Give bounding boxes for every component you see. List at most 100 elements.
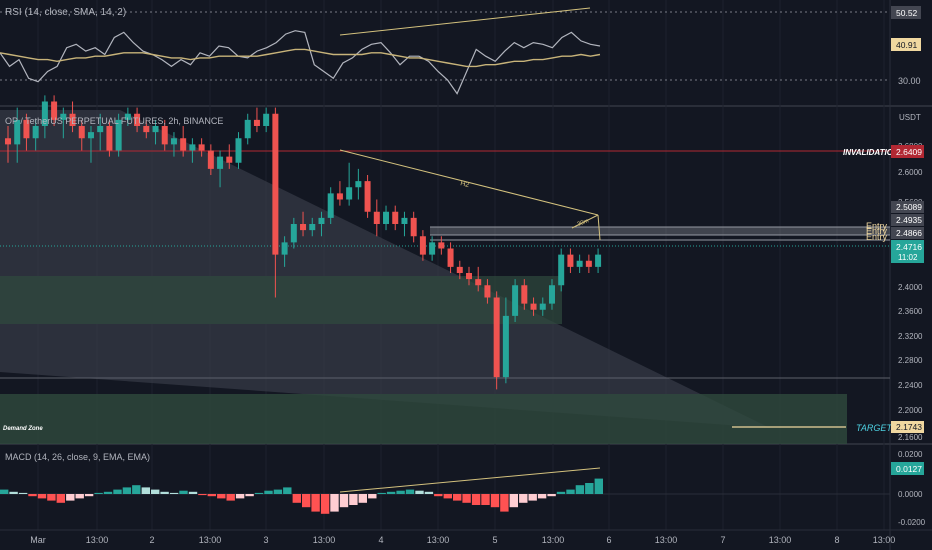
macd-histogram-bar: [264, 490, 273, 494]
entry-label-1: Entry: [866, 221, 888, 231]
macd-histogram-bar: [283, 487, 292, 494]
macd-histogram-bar: [273, 489, 283, 494]
candle-body: [272, 113, 279, 255]
candle-body: [419, 236, 426, 255]
macd-histogram-bar: [386, 491, 396, 494]
macd-histogram-bar: [519, 494, 528, 503]
candle-body: [198, 144, 205, 151]
candle-body: [502, 315, 509, 378]
time-tick-label: 13:00: [873, 535, 896, 545]
30m-trendline: [571, 214, 599, 229]
candle-body: [466, 273, 472, 280]
macd-histogram-bar: [94, 492, 103, 494]
candle-body: [558, 254, 565, 286]
macd-legend[interactable]: MACD (14, 26, close, 9, EMA, EMA): [5, 452, 150, 462]
candle-body: [115, 119, 122, 151]
candle-body: [23, 119, 30, 139]
h2-trendline: [339, 149, 599, 216]
macd-histogram-bar: [509, 494, 518, 508]
macd-divergence-line: [339, 467, 601, 493]
time-tick-label: 13:00: [313, 535, 336, 545]
candle-body: [134, 113, 141, 126]
rsi-sma-badge: [891, 38, 921, 51]
candle-body: [456, 266, 463, 273]
symbol-title[interactable]: OP / TetherUS PERPETUAL FUTURES, 2h, BIN…: [5, 116, 223, 126]
candle-body: [263, 113, 270, 126]
macd-histogram-bar: [141, 487, 150, 494]
macd-histogram-bar: [481, 494, 490, 505]
time-tick-label: Mar: [30, 535, 46, 545]
candle-body: [318, 217, 325, 224]
rsi-value-badge: [891, 6, 921, 19]
demand-zone-box: [0, 394, 847, 444]
macd-histogram-bar: [132, 485, 141, 494]
price-pane[interactable]: H2 30m OP / TetherUS PERPETUAL FUTURES, …: [0, 95, 921, 444]
candle-body: [300, 224, 307, 231]
rsi-legend[interactable]: RSI (14, close, SMA, 14, 2): [5, 7, 126, 18]
time-tick-label: 6: [606, 535, 611, 545]
candle-body: [124, 113, 131, 120]
macd-histogram-bar: [453, 494, 462, 501]
macd-histogram-bar: [330, 494, 339, 512]
candle-body: [493, 297, 500, 378]
candle-body: [217, 156, 224, 169]
candle-body: [355, 181, 362, 188]
price-tick: 2.2800: [898, 356, 923, 365]
invalidation-text: 2.6409: [896, 147, 922, 157]
candle-body: [253, 119, 260, 126]
macd-histogram-bar: [575, 485, 585, 494]
macd-histogram-bar: [47, 494, 56, 501]
last-price-text: 2.4716: [896, 242, 922, 252]
candle-body: [567, 254, 574, 267]
candle-body: [51, 101, 58, 120]
macd-histogram-bar: [585, 483, 594, 494]
macd-histogram-bar: [415, 490, 424, 494]
macd-histogram-bar: [424, 491, 434, 494]
time-tick-label: 3: [263, 535, 268, 545]
candle-body: [595, 254, 602, 267]
time-tick-label: 13:00: [427, 535, 450, 545]
supply-demand-box: [0, 276, 562, 324]
time-axis[interactable]: Mar 13:00 2 13:00 3 13:00 4 13:00 5 13:00 6 13:00 7 1…: [30, 535, 895, 545]
macd-histogram-bar: [594, 478, 603, 494]
time-tick-label: 13:00: [655, 535, 678, 545]
candle-body: [180, 138, 187, 151]
price-tick: 2.2400: [898, 381, 923, 390]
candle-body: [438, 242, 445, 249]
macd-histogram-bar: [339, 494, 349, 508]
candles[interactable]: [5, 95, 602, 390]
countdown-text: 11:02: [898, 253, 918, 262]
candle-body: [69, 113, 76, 126]
time-tick-label: 13:00: [542, 535, 565, 545]
candle-body: [401, 217, 408, 224]
macd-histogram-bar: [217, 494, 226, 499]
macd-pane[interactable]: MACD (14, 26, close, 9, EMA, EMA) 0.0200…: [0, 450, 926, 527]
macd-histogram-bar: [18, 492, 28, 494]
time-tick-label: 13:00: [86, 535, 109, 545]
candle-body: [346, 187, 353, 200]
macd-histogram-bar: [0, 489, 9, 494]
macd-histogram-bar: [254, 492, 264, 494]
entry1-text: 2.5089: [896, 202, 922, 212]
candle-body: [244, 119, 251, 139]
macd-histogram-bar: [566, 489, 575, 494]
macd-histogram: [0, 478, 603, 514]
macd-histogram-bar: [292, 494, 301, 503]
macd-histogram-bar: [103, 491, 113, 494]
entry3-text: 2.4866: [896, 228, 922, 238]
macd-histogram-bar: [226, 494, 235, 501]
entry-label-2: Entry: [866, 226, 888, 236]
axis-badges: 50.52 40.91 2.6409 2.5089 2.4935 2.4866 …: [891, 6, 924, 475]
candle-body: [521, 285, 528, 304]
candle-body: [235, 138, 242, 163]
macd-histogram-bar: [151, 489, 160, 494]
rsi-pane[interactable]: RSI (14, close, SMA, 14, 2) 30.00: [0, 7, 921, 95]
macd-histogram-bar: [434, 494, 443, 497]
macd-histogram-bar: [490, 494, 500, 508]
axis-unit: USDT: [899, 113, 921, 122]
entry-connector: [597, 214, 601, 241]
entry2-badge: [891, 214, 924, 226]
price-tick: 2.4000: [898, 283, 923, 292]
rsi-axis-tick-30: 30.00: [898, 76, 921, 86]
